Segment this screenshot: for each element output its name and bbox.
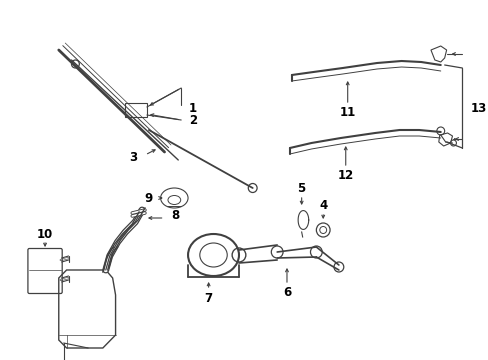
Text: 5: 5 [297,181,305,194]
Text: 1: 1 [189,102,197,114]
Text: 4: 4 [319,198,326,212]
Text: 11: 11 [339,105,355,118]
Text: 3: 3 [129,150,137,163]
Text: 9: 9 [144,192,152,204]
Text: 10: 10 [37,228,53,240]
Text: 12: 12 [337,168,353,181]
Text: 8: 8 [171,208,179,221]
Text: 2: 2 [189,113,197,126]
Text: 7: 7 [204,292,212,305]
Text: 6: 6 [282,287,290,300]
Bar [125,103,146,117]
Text: 13: 13 [470,102,487,114]
